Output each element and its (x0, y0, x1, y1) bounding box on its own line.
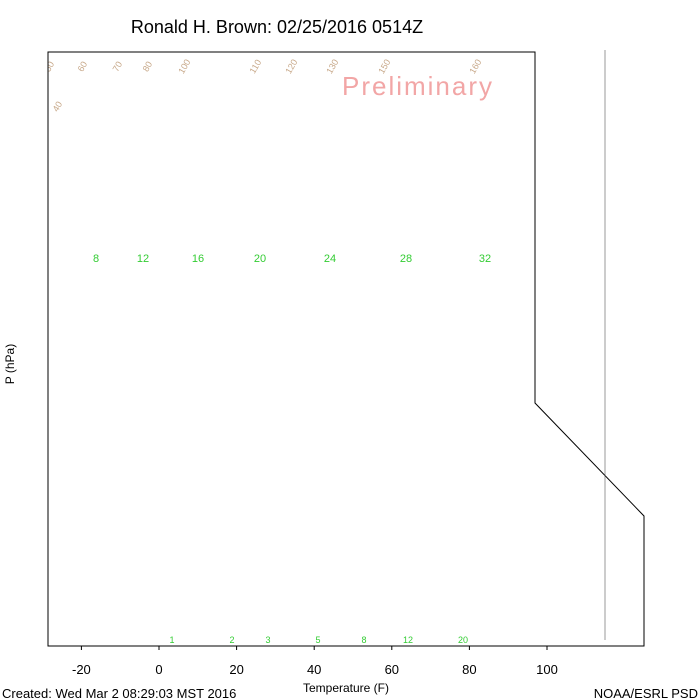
x-tick-label: 0 (155, 662, 162, 677)
mixing-ratio-label: 20 (254, 253, 266, 265)
wind-barb-column (604, 50, 606, 640)
x-tick-label: 60 (385, 662, 399, 677)
mixing-ratio-bottom-label: 8 (361, 635, 366, 645)
x-tick-label: -20 (72, 662, 91, 677)
temperature-axis: -20 0 20 40 60 80 100 (72, 646, 558, 677)
theta-label: 70 (111, 60, 125, 74)
mixing-ratio-bottom-label: 5 (315, 635, 320, 645)
mixing-ratio-bottom-label: 12 (403, 635, 413, 645)
y-axis-label: P (hPa) (3, 344, 17, 384)
isotherm-label: 20 (585, 441, 606, 462)
isotherm-label: -20 (529, 185, 553, 209)
theta-label: 100 (176, 57, 192, 75)
mixing-ratio-bottom-label: 3 (265, 635, 270, 645)
theta-label: 50 (43, 60, 57, 74)
mixing-ratio-label: 28 (400, 253, 412, 265)
mixing-ratio-label: 24 (324, 253, 336, 265)
created-timestamp: Created: Wed Mar 2 08:29:03 MST 2016 (2, 686, 236, 700)
mixing-ratio-label: 32 (479, 253, 491, 265)
x-tick-label: 100 (536, 662, 558, 677)
credit-label: NOAA/ESRL PSD (594, 686, 698, 700)
plot-frame (47, 51, 645, 647)
isotherm-label: 30 (621, 478, 642, 499)
mixing-ratio-bottom-label: 20 (458, 635, 468, 645)
mixing-ratio-label: 8 (93, 253, 99, 265)
isotherm-label: 10 (547, 399, 568, 420)
mixing-ratio-label: 12 (137, 253, 149, 265)
x-axis-label: Temperature (F) (303, 681, 389, 695)
x-tick-label: 20 (229, 662, 243, 677)
isotherm-label: -30 (529, 107, 553, 131)
chart-title: Ronald H. Brown: 02/25/2016 0514Z (131, 17, 423, 37)
theta-label: 120 (283, 57, 299, 75)
x-tick-label: 40 (307, 662, 321, 677)
theta-label: 110 (247, 58, 263, 75)
mixing-ratio-bottom-label: 2 (229, 635, 234, 645)
theta-label: 80 (141, 60, 155, 74)
mixing-ratio-bottom-label: 1 (169, 635, 174, 645)
background-labels: 8 12 16 20 24 28 321 2 3 5 8 12 20-30-20-10010203040… (43, 57, 642, 645)
mixing-ratio-label: 16 (192, 253, 204, 265)
theta-label: 130 (324, 57, 340, 75)
theta-label: 40 (51, 100, 65, 114)
isotherm-label: -10 (529, 260, 553, 284)
theta-label: 60 (76, 60, 90, 74)
x-tick-label: 80 (462, 662, 476, 677)
watermark: Preliminary (342, 71, 494, 101)
isotherm-label: 0 (533, 346, 548, 362)
